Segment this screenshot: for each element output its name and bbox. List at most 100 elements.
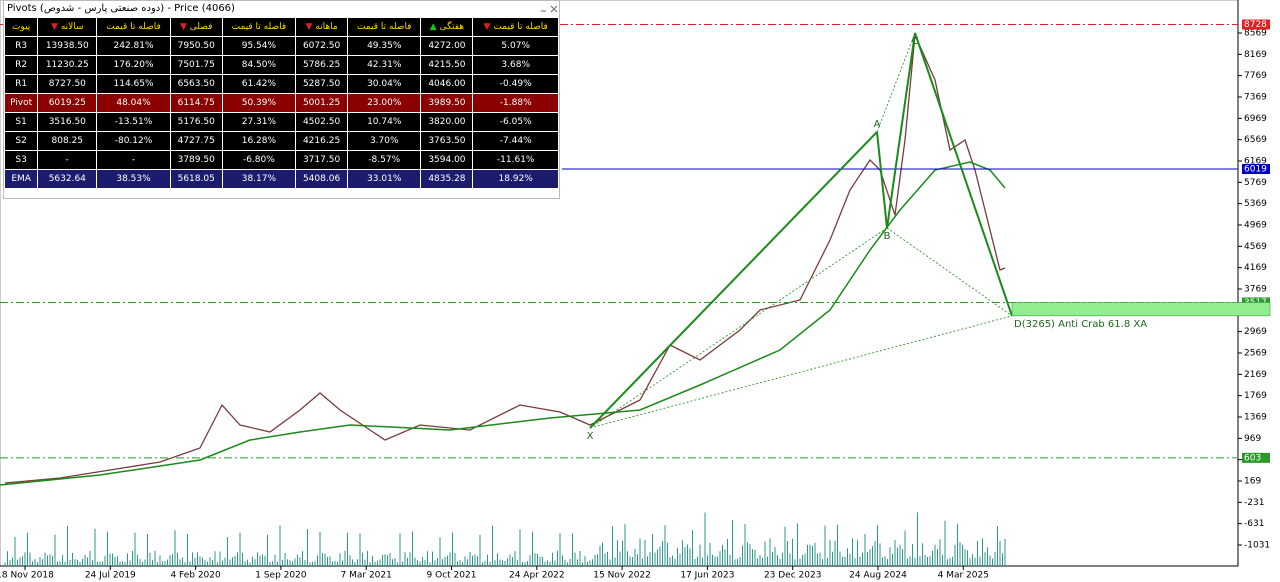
table-cell: -: [38, 151, 97, 169]
price-marker-label: 8728: [1244, 20, 1267, 30]
pattern-zone: [1011, 302, 1271, 317]
table-cell: 3820.00: [421, 113, 473, 131]
table-cell: 42.31%: [348, 56, 421, 74]
table-cell: 48.04%: [97, 94, 170, 112]
table-cell: 61.42%: [222, 75, 296, 93]
table-cell: 6114.75: [170, 94, 222, 112]
header-cell: فاصله تا قیمت: [348, 18, 421, 36]
table-cell: 38.17%: [222, 170, 296, 188]
header-label: فاصله تا قیمت: [493, 22, 548, 32]
y-tick-label: 2569: [1244, 349, 1267, 359]
table-cell: 3594.00: [421, 151, 473, 169]
table-cell: 3.68%: [473, 56, 558, 74]
x-tick-label: 24 Aug 2024: [849, 571, 907, 581]
header-cell: ▼ سالانه: [38, 18, 97, 36]
table-cell: 808.25: [38, 132, 97, 150]
table-cell: 6019.25: [38, 94, 97, 112]
table-cell: S3: [5, 151, 38, 169]
header-label: فاصله تا قیمت: [106, 22, 161, 32]
x-tick-label: 4 Mar 2025: [938, 571, 989, 581]
pattern-label: D(3265) Anti Crab 61.8 XA: [1014, 319, 1147, 330]
y-tick-label: 2169: [1244, 370, 1267, 380]
table-cell: 8727.50: [38, 75, 97, 93]
y-tick-label: 1369: [1244, 413, 1267, 423]
header-cell: ▼ فاصله تا قیمت: [473, 18, 558, 36]
pattern-point-label: C: [912, 36, 919, 47]
table-cell: -1.88%: [473, 94, 558, 112]
pattern-leg: [886, 32, 916, 229]
table-cell: 4046.00: [421, 75, 473, 93]
x-tick-label: 23 Dec 2023: [764, 571, 822, 581]
table-cell: 7501.75: [170, 56, 222, 74]
price-marker: [1242, 452, 1270, 463]
table-cell: 4215.50: [421, 56, 473, 74]
x-tick-label: 4 Feb 2020: [170, 571, 221, 581]
table-cell: 23.00%: [348, 94, 421, 112]
x-tick-label: 9 Oct 2021: [427, 571, 477, 581]
table-cell: 5001.25: [296, 94, 348, 112]
table-cell: R1: [5, 75, 38, 93]
pivot-table: پیوت ▼ سالانه فاصله تا قیمت ▼ فصلی فاصله تا …: [4, 17, 559, 189]
y-tick-label: 6569: [1244, 135, 1267, 145]
table-row: Pivot 6019.25 48.04% 6114.75 50.39% 5001.25 23…: [5, 94, 558, 112]
table-cell: 5618.05: [170, 170, 222, 188]
table-cell: 5632.64: [38, 170, 97, 188]
header-label: ماهانه: [315, 22, 338, 32]
x-tick-label: 24 Jul 2019: [85, 571, 136, 581]
table-cell: -11.61%: [473, 151, 558, 169]
pattern-leg: [876, 131, 888, 229]
header-cell: ▼ ماهانه: [296, 18, 348, 36]
table-row: EMA 5632.64 38.53% 5618.05 38.17% 5408.06 33.0…: [5, 170, 558, 188]
table-row: R3 13938.50 242.81% 7950.50 95.54% 6072.50 49.…: [5, 37, 558, 55]
table-cell: 3.70%: [348, 132, 421, 150]
header-cell: ▲ هفتگی: [421, 18, 473, 36]
table-cell: EMA: [5, 170, 38, 188]
table-cell: -8.57%: [348, 151, 421, 169]
header-cell: ▼ فصلی: [170, 18, 222, 36]
price-marker-label: 603: [1244, 453, 1261, 463]
table-cell: 6072.50: [296, 37, 348, 55]
table-cell: 3516.50: [38, 113, 97, 131]
table-cell: 11230.25: [38, 56, 97, 74]
x-tick-label: 17 Jun 2023: [680, 571, 734, 581]
pattern-guide: [876, 32, 916, 133]
table-cell: -13.51%: [97, 113, 170, 131]
table-cell: -7.44%: [473, 132, 558, 150]
trend-arrow: ▲: [429, 22, 437, 32]
table-cell: 4502.50: [296, 113, 348, 131]
table-cell: 5.07%: [473, 37, 558, 55]
y-tick-label: 6169: [1244, 157, 1267, 167]
trend-arrow: ▼: [483, 22, 491, 32]
table-cell: 5176.50: [170, 113, 222, 131]
y-tick-label: 4569: [1244, 242, 1267, 252]
table-cell: 3989.50: [421, 94, 473, 112]
y-tick-label: 7769: [1244, 71, 1267, 81]
x-tick-label: 24 Apr 2022: [509, 571, 565, 581]
table-cell: 176.20%: [97, 56, 170, 74]
pattern-leg: [589, 131, 878, 429]
table-cell: 10.74%: [348, 113, 421, 131]
table-cell: 3763.50: [421, 132, 473, 150]
x-tick-label: 18 Nov 2018: [0, 571, 54, 581]
pivots-panel: Pivots (دوده صنعتی پارس - شدوص) - Price …: [3, 0, 560, 199]
header-cell: پیوت: [5, 18, 38, 36]
table-cell: 38.53%: [97, 170, 170, 188]
table-cell: S2: [5, 132, 38, 150]
table-cell: 13938.50: [38, 37, 97, 55]
y-tick-label: 169: [1244, 477, 1261, 487]
price-marker: [1242, 164, 1270, 174]
price-series: [4, 32, 1006, 484]
y-tick-label: -231: [1244, 498, 1264, 508]
y-tick-label: 3769: [1244, 285, 1267, 295]
table-cell: S1: [5, 113, 38, 131]
table-cell: 84.50%: [222, 56, 296, 74]
table-cell: -80.12%: [97, 132, 170, 150]
table-cell: 4272.00: [421, 37, 473, 55]
price-marker: [1242, 19, 1270, 30]
table-cell: R2: [5, 56, 38, 74]
header-label: هفتگی: [439, 22, 465, 32]
table-cell: 95.54%: [222, 37, 296, 55]
pattern-point-label: A: [874, 119, 881, 130]
table-cell: 6563.50: [170, 75, 222, 93]
